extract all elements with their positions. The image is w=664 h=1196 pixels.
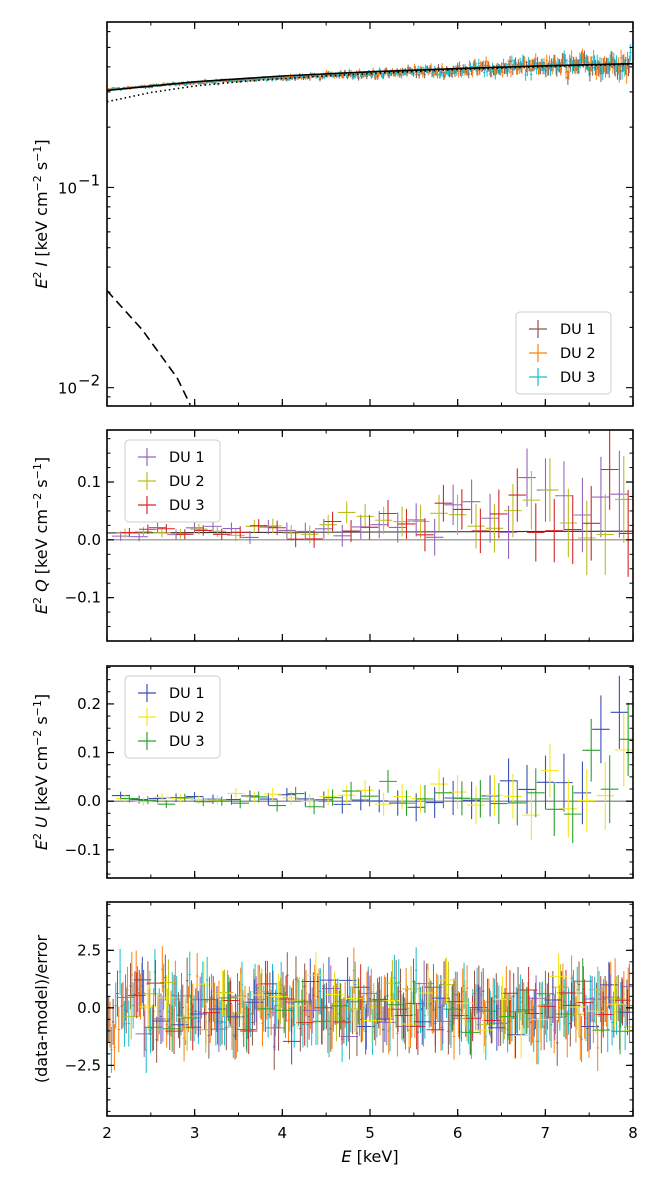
plot-area (107, 430, 633, 577)
legend-label: DU 3 (169, 734, 205, 750)
legend-label: DU 2 (169, 474, 205, 490)
panel-q: 0.10.0−0.1E2 Q [keV cm−2 s−1] DU 1DU 2DU … (31, 429, 634, 642)
series-resid-9 (144, 958, 633, 1056)
series-q-du1 (111, 448, 629, 560)
legend-item-du3: DU 3 (138, 732, 205, 750)
y-axis-label-part: E (32, 603, 51, 614)
series-q-du3 (120, 430, 633, 577)
legend-item-du1: DU 1 (138, 684, 205, 702)
x-tick-label: 8 (628, 1124, 638, 1142)
legend-label: DU 2 (169, 710, 205, 726)
series-resid-8 (139, 952, 633, 1059)
y-axis-label-part: E (32, 278, 51, 289)
y-axis-label-part: ] (32, 457, 51, 463)
legend: DU 1 DU 2 DU 3 (124, 675, 221, 759)
series-q-du2 (116, 455, 633, 576)
legend-box (124, 675, 221, 759)
y-axis-label-part: ] (32, 694, 51, 700)
legend-box (124, 439, 221, 523)
plot-area (107, 946, 633, 1073)
x-tick-label: 7 (541, 1124, 551, 1142)
y-axis-label-part: I (32, 261, 51, 271)
legend-label: DU 1 (560, 322, 596, 338)
y-axis-label-part: −1 (31, 146, 44, 162)
legend-label: DU 3 (169, 498, 205, 514)
x-axis-label-var: E (341, 1147, 352, 1166)
y-axis-label-part: s (32, 162, 51, 175)
model-line-dashed (107, 290, 192, 406)
y-tick-label: 0.1 (77, 744, 101, 762)
legend-item-du2: DU 2 (138, 708, 205, 726)
plot-area (107, 675, 633, 844)
y-axis-label-part: 2 (31, 833, 44, 840)
x-tick-label: 3 (190, 1124, 200, 1142)
model-line-solid (107, 62, 633, 92)
y-tick-label: 0.0 (77, 999, 101, 1017)
y-axis-label-part: s (32, 479, 51, 492)
y-axis-label-part: −2 (31, 175, 44, 191)
legend-item-du1: DU 1 (529, 320, 596, 338)
x-tick-label: 6 (453, 1124, 463, 1142)
y-tick-exponent: −1 (78, 171, 100, 189)
x-tick-label: 4 (278, 1124, 288, 1142)
y-tick-label: −0.1 (65, 589, 101, 607)
y-tick-label: 0.0 (77, 792, 101, 810)
legend: DU 1 DU 2 DU 3 (515, 311, 612, 395)
panel-residuals: 2 3 4 5 6 7 8 2.5 0.0 −2.5 (data-model)/error E [ke… (32, 901, 638, 1166)
y-axis-label-part: 2 (31, 272, 44, 279)
series-resid-4 (116, 960, 633, 1060)
y-axis-label-part: −1 (31, 463, 44, 479)
series-u-du3 (120, 702, 633, 844)
y-tick-label: 10 (58, 179, 77, 197)
y-axis-label-part: −2 (31, 493, 44, 509)
y-tick-exponent: −2 (78, 372, 100, 390)
y-axis-label-part: [keV cm (32, 509, 51, 579)
y-tick-label: 2.5 (77, 941, 101, 959)
y-axis-label-part: −1 (31, 700, 44, 716)
y-tick-label: 0.2 (77, 695, 101, 713)
y-axis-label: (data-model)/error (32, 934, 51, 1083)
legend-label: DU 2 (560, 346, 596, 362)
y-axis-label-part: −2 (31, 730, 44, 746)
series-u-du2 (116, 713, 633, 840)
legend-item-du2: DU 2 (138, 472, 205, 490)
legend-box (515, 311, 612, 395)
y-axis-label-part: ] (32, 139, 51, 145)
y-tick-label: −0.1 (65, 841, 101, 859)
panel-u: 0.2 0.1 0.0 −0.1 E2 U [keV cm−2 s−1] DU 1 DU 2… (31, 665, 634, 879)
y-tick-label: −2.5 (65, 1056, 101, 1074)
legend: DU 1 DU 2 DU 3 (124, 439, 221, 523)
y-axis-label-part: 2 (31, 597, 44, 604)
y-axis-label: E2 Q [keV cm−2 s−1] (31, 457, 52, 614)
legend-label: DU 3 (560, 370, 596, 386)
y-axis-label-part: [keV cm (32, 191, 51, 261)
y-axis-label-part: Q (32, 579, 51, 597)
y-axis-label-part: s (32, 716, 51, 729)
x-tick-label: 2 (102, 1124, 112, 1142)
model-line-dotted (107, 63, 633, 103)
legend-item-du1: DU 1 (138, 448, 205, 466)
x-axis-label-units: [keV] (352, 1147, 399, 1166)
y-axis-label-part: U (32, 816, 51, 833)
legend-label: DU 1 (169, 450, 205, 466)
y-tick-label: 10 (58, 380, 77, 398)
plot-area (107, 44, 633, 406)
x-tick-label: 5 (365, 1124, 375, 1142)
legend-item-du2: DU 2 (529, 344, 596, 362)
legend-item-du3: DU 3 (138, 496, 205, 514)
y-axis-label-part: E (32, 839, 51, 850)
legend-label: DU 1 (169, 686, 205, 702)
y-tick-label: 0.1 (77, 473, 101, 491)
y-tick-label: 0.0 (77, 531, 101, 549)
x-axis-label: E [keV] (341, 1147, 398, 1166)
panel-i: 10 −110 −2E2 I [keV cm−2 s−1]DU 1DU 2DU 3 (31, 21, 634, 407)
y-axis-label: E2 U [keV cm−2 s−1] (31, 694, 52, 850)
y-axis-label: E2 I [keV cm−2 s−1] (31, 139, 52, 288)
legend-item-du3: DU 3 (529, 368, 596, 386)
y-axis-label-part: [keV cm (32, 746, 51, 816)
series-resid-7 (133, 956, 633, 1065)
